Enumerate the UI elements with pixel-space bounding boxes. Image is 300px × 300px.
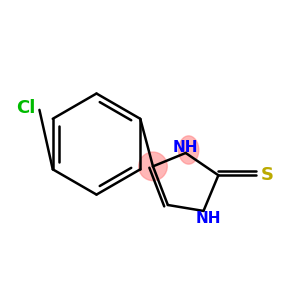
Circle shape [139, 152, 167, 181]
Ellipse shape [178, 136, 199, 164]
Text: S: S [261, 166, 274, 184]
Text: Cl: Cl [16, 99, 36, 117]
Text: NH: NH [195, 211, 221, 226]
Text: NH: NH [172, 140, 198, 154]
